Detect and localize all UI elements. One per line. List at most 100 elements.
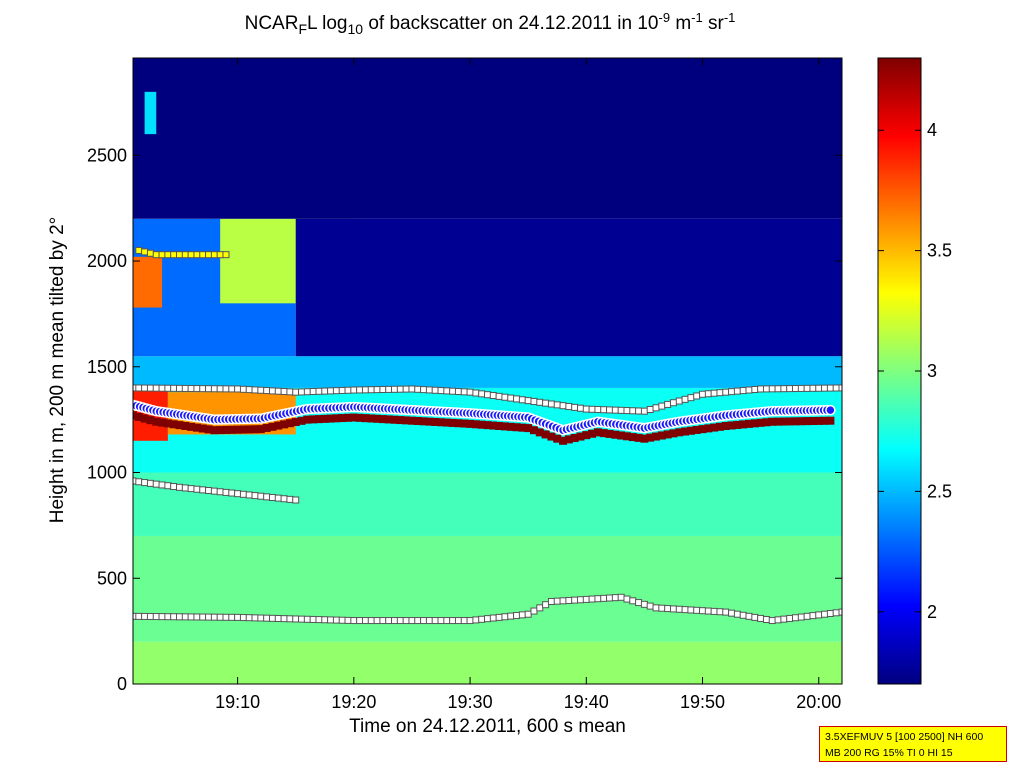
layer-top-marker bbox=[600, 406, 608, 414]
boundary-low-marker bbox=[385, 617, 393, 625]
boundary-low-marker bbox=[495, 613, 503, 621]
boundary-low-marker bbox=[391, 617, 399, 625]
layer-top-marker bbox=[687, 394, 695, 402]
layer-top-marker bbox=[356, 386, 364, 394]
layer-top-marker bbox=[553, 401, 561, 409]
boundary-low-marker bbox=[588, 595, 596, 603]
boundary-low-marker bbox=[478, 615, 486, 623]
boundary-low-marker bbox=[518, 611, 526, 619]
boundary-1000m-marker bbox=[141, 479, 149, 487]
layer-top-marker bbox=[315, 387, 323, 395]
boundary-low-marker bbox=[681, 606, 689, 614]
boundary-low-marker bbox=[193, 613, 201, 621]
boundary-low-marker bbox=[530, 607, 538, 615]
layer-top-marker bbox=[571, 403, 579, 411]
boundary-low-marker bbox=[280, 615, 288, 623]
boundary-1000m-marker bbox=[245, 491, 253, 499]
layer-top-marker bbox=[146, 384, 154, 392]
layer-top-marker bbox=[518, 396, 526, 404]
colorbar-gradient bbox=[877, 57, 922, 685]
layer-top-marker bbox=[373, 386, 381, 394]
upper-2000m-marker bbox=[158, 251, 166, 259]
layer-top-marker bbox=[838, 384, 842, 392]
layer-top-marker bbox=[495, 392, 503, 400]
layer-top-marker bbox=[245, 386, 253, 394]
layer-top-marker bbox=[402, 385, 410, 393]
boundary-1000m-marker bbox=[135, 478, 143, 486]
layer-top-marker bbox=[263, 387, 271, 395]
heatmap-cell bbox=[144, 91, 157, 135]
boundary-low-marker bbox=[646, 602, 654, 610]
boundary-low-marker bbox=[361, 617, 369, 625]
upper-2000m-marker bbox=[187, 251, 195, 259]
colorbar-tick-label: 3.5 bbox=[927, 241, 952, 261]
layer-top-marker bbox=[367, 386, 375, 394]
info-line-1: 3.5XEFMUV 5 [100 2500] NH 600 bbox=[825, 731, 984, 743]
boundary-low-marker bbox=[547, 598, 555, 606]
parameter-info-box: 3.5XEFMUV 5 [100 2500] NH 600 MB 200 RG … bbox=[819, 726, 1007, 762]
boundary-1000m-marker bbox=[152, 480, 160, 488]
boundary-low-marker bbox=[751, 613, 759, 621]
layer-top-marker bbox=[565, 403, 573, 411]
colorbar-tick-label: 2 bbox=[927, 602, 937, 622]
boundary-1000m-marker bbox=[292, 496, 300, 504]
boundary-low-marker bbox=[152, 613, 160, 621]
layer-top-marker bbox=[292, 388, 300, 396]
boundary-low-marker bbox=[396, 617, 404, 625]
layer-top-marker bbox=[582, 405, 590, 413]
boundary-low-marker bbox=[222, 613, 230, 621]
boundary-low-marker bbox=[181, 613, 189, 621]
boundary-low-marker bbox=[722, 608, 730, 616]
layer-top-marker bbox=[576, 404, 584, 412]
layer-top-marker bbox=[303, 388, 311, 396]
boundary-1000m-marker bbox=[187, 485, 195, 493]
upper-2000m-marker bbox=[152, 251, 160, 259]
heatmap-area bbox=[133, 58, 842, 684]
layer-top-marker bbox=[716, 389, 724, 397]
boundary-low-marker bbox=[437, 617, 445, 625]
layer-top-marker bbox=[797, 384, 805, 392]
boundary-low-marker bbox=[507, 612, 515, 620]
layer-top-marker bbox=[460, 388, 468, 396]
layer-top-marker bbox=[193, 385, 201, 393]
boundary-1000m-marker bbox=[146, 479, 154, 487]
boundary-low-marker bbox=[187, 613, 195, 621]
layer-top-marker bbox=[733, 387, 741, 395]
boundary-low-marker bbox=[716, 608, 724, 616]
boundary-low-marker bbox=[757, 614, 765, 622]
boundary-low-marker bbox=[216, 613, 224, 621]
layer-top-marker bbox=[478, 390, 486, 398]
layer-top-marker bbox=[513, 395, 521, 403]
layer-top-marker bbox=[175, 384, 183, 392]
boundary-low-marker bbox=[170, 613, 178, 621]
boundary-low-marker bbox=[484, 615, 491, 623]
y-tick-label: 0 bbox=[117, 674, 127, 694]
boundary-low-marker bbox=[513, 611, 521, 619]
y-tick-label: 1500 bbox=[87, 357, 127, 377]
boundary-low-marker bbox=[321, 616, 329, 624]
boundary-1000m-marker bbox=[205, 486, 213, 494]
layer-top-marker bbox=[274, 387, 282, 395]
layer-top-marker bbox=[344, 386, 352, 394]
layer-top-marker bbox=[141, 384, 149, 392]
boundary-low-marker bbox=[728, 609, 736, 617]
layer-top-marker bbox=[216, 385, 224, 393]
colorbar-tick-label: 2.5 bbox=[927, 481, 952, 501]
upper-2000m-marker bbox=[135, 246, 143, 254]
layer-top-marker bbox=[234, 385, 242, 393]
boundary-low-marker bbox=[350, 617, 358, 625]
layer-top-marker bbox=[466, 388, 474, 396]
boundary-low-marker bbox=[576, 596, 584, 604]
boundary-low-marker bbox=[344, 616, 352, 624]
boundary-low-marker bbox=[367, 617, 375, 625]
boundary-low-marker bbox=[175, 613, 183, 621]
boundary-low-marker bbox=[251, 614, 259, 622]
boundary-low-marker bbox=[373, 617, 381, 625]
boundary-low-marker bbox=[809, 612, 817, 620]
boundary-low-marker bbox=[431, 617, 439, 625]
layer-top-marker bbox=[135, 384, 143, 392]
boundary-low-marker bbox=[780, 615, 788, 623]
layer-top-marker bbox=[530, 397, 538, 405]
boundary-low-marker bbox=[739, 611, 747, 619]
boundary-1000m-marker bbox=[193, 485, 201, 493]
